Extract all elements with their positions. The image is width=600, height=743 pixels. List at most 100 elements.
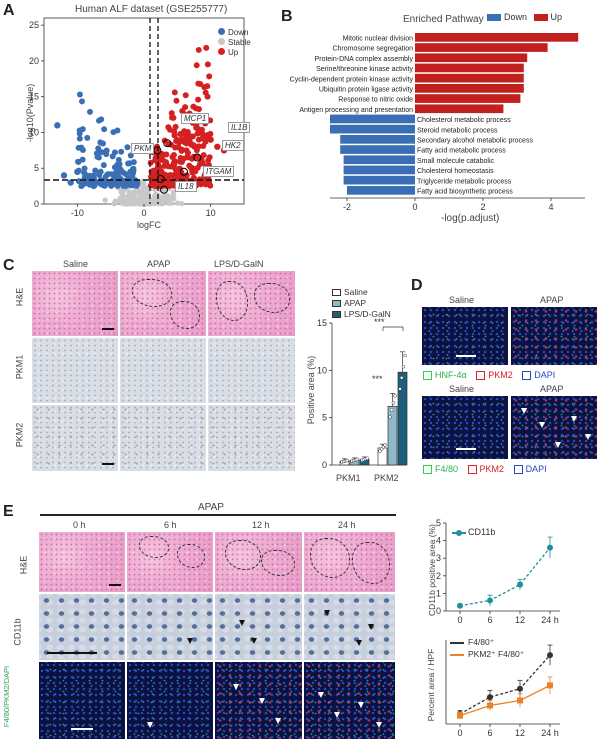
arrowhead <box>259 698 265 704</box>
up-gene-point <box>170 114 177 121</box>
pkm-replicate-point <box>401 364 406 369</box>
up-gene-point <box>163 182 170 189</box>
volcano-ytick-label: 20 <box>29 56 39 66</box>
stable-gene-point <box>141 192 147 198</box>
lesion-outline <box>177 544 205 568</box>
panel-letter-a: A <box>3 2 15 19</box>
cd11b-legend: CD11b <box>452 527 495 537</box>
down-gene-point <box>114 127 121 134</box>
gene-label-hk2: HK2 <box>222 140 244 151</box>
arrowhead <box>571 416 577 422</box>
stable-gene-point <box>141 196 147 203</box>
cd11b-xtick-label: 12 <box>515 615 525 625</box>
e-if-0h <box>38 661 126 740</box>
pathway-bar <box>330 124 415 134</box>
c-he-lpsgaln <box>207 270 296 337</box>
volcano-plot: Human ALF dataset (GSE255777) -log10(Pva… <box>0 0 280 230</box>
d-bottom-apap-image <box>510 395 598 460</box>
cd11b-xtick-label: 0 <box>457 615 462 625</box>
enrichment-legend: Down Up <box>487 12 562 22</box>
down-gene-point <box>76 135 83 142</box>
down-gene-point <box>75 158 82 165</box>
volcano-xlabel: logFC <box>137 220 162 230</box>
pathway-label: Steroid metabolic process <box>417 127 498 134</box>
e-time-24: 24 h <box>338 520 356 530</box>
e-he-12h <box>214 531 303 593</box>
arrowhead <box>356 640 362 646</box>
stable-gene-point <box>128 199 134 205</box>
down-gene-point <box>76 130 83 137</box>
panel-letter-d: D <box>411 277 423 294</box>
legend-label-up: Up <box>550 12 563 22</box>
stable-gene-point <box>102 197 108 203</box>
e-row-if: F4/80/PKM2/DAPI <box>2 665 12 728</box>
up-gene-point <box>156 164 163 171</box>
pathway-label: Cyclin-dependent protein kinase activity <box>290 76 414 83</box>
volcano-legend-stable: Stable <box>218 38 251 48</box>
legend-label-down: Down <box>504 12 528 22</box>
enrichment-xtick-label: 0 <box>412 202 417 212</box>
series-point <box>487 597 493 604</box>
pathway-bar <box>415 43 548 52</box>
volcano-legend-down: Down <box>218 28 251 38</box>
stable-gene-point <box>118 190 125 196</box>
gene-label-mcp1: MCP1 <box>181 113 210 124</box>
d-top-legend: HNF-4α PKM2 DAPI <box>423 370 555 381</box>
stable-gene-point <box>152 200 158 207</box>
arrowhead <box>318 692 324 698</box>
pkm-replicate-point <box>398 387 402 391</box>
pathway-bar <box>415 73 524 83</box>
enrichment-chart: Enriched Pathway Down Up Mitotic nuclear… <box>285 0 600 230</box>
scale-bar <box>456 355 476 357</box>
c-he-saline <box>31 270 119 337</box>
volcano-ytick-label: 10 <box>29 127 39 137</box>
volcano-legend: Down Stable Up <box>218 28 251 58</box>
panel-letter-c: C <box>3 257 15 274</box>
scale-bar <box>456 448 476 450</box>
down-gene-point <box>119 178 126 185</box>
lesion-outline <box>216 281 248 321</box>
d-top-col-saline: Saline <box>449 295 475 305</box>
pkm-replicate-point <box>403 353 407 358</box>
d-top-saline-image <box>421 306 509 366</box>
e-time-12: 12 h <box>252 520 270 530</box>
stable-gene-point <box>166 200 172 206</box>
scale-bar <box>71 728 93 730</box>
down-gene-point <box>78 182 85 189</box>
e-header: APAP <box>198 502 224 513</box>
c-row-pkm1: PKM1 <box>14 354 25 380</box>
stable-gene-point <box>112 198 118 204</box>
lesion-outline <box>261 550 295 576</box>
up-gene-point <box>179 146 186 153</box>
pathway-label: Ubiquitin protein ligase activity <box>319 87 414 94</box>
c-pkm1-saline <box>31 337 119 404</box>
c-pkm2-lpsgaln <box>207 404 296 472</box>
c-row-pkm2: PKM2 <box>14 422 25 448</box>
down-gene-point <box>67 179 74 186</box>
e-if-6h <box>126 661 214 740</box>
stable-gene-point <box>159 200 165 207</box>
pathway-bar <box>415 104 504 114</box>
pathway-bar <box>343 175 415 185</box>
lesion-outline <box>254 283 290 313</box>
pkm-replicate-point <box>345 458 349 463</box>
f480-xtick-label: 6 <box>487 728 492 738</box>
down-gene-point <box>127 152 134 159</box>
highlight-gene-il1b <box>193 153 202 162</box>
up-gene-point <box>163 151 170 158</box>
up-gene-point <box>152 155 159 162</box>
e-cd11b-24h <box>303 593 396 661</box>
up-gene-point <box>174 173 181 180</box>
e-time-6: 6 h <box>164 520 177 530</box>
volcano-xtick-label: 0 <box>141 208 146 218</box>
volcano-xtick-label: 10 <box>206 208 216 218</box>
series-point <box>517 581 523 588</box>
up-gene-point <box>149 179 156 186</box>
stable-gene-point <box>164 192 170 198</box>
down-gene-point <box>98 116 105 123</box>
up-gene-point <box>202 89 209 96</box>
pathway-bar <box>343 155 415 165</box>
down-gene-point <box>96 171 103 178</box>
pathway-bar <box>340 135 415 144</box>
series-line <box>459 547 551 607</box>
